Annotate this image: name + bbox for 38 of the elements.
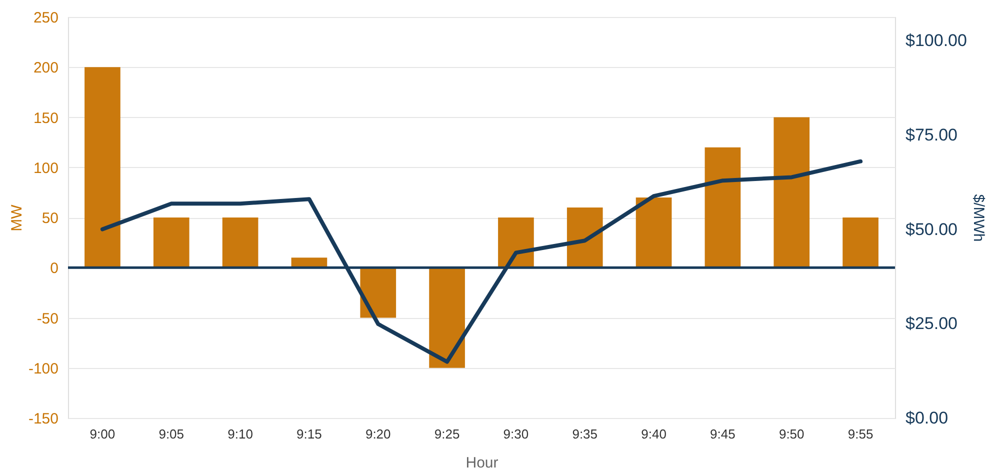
y2-tick-label: $100.00 [906, 31, 967, 50]
bar [636, 197, 672, 268]
x-tick-label: 9:50 [778, 426, 804, 442]
x-tick-label: 9:45 [710, 426, 736, 442]
y-tick-label: 0 [50, 260, 58, 278]
y-tick-label: -100 [28, 360, 58, 378]
x-tick-label: 9:20 [365, 426, 391, 442]
bar [153, 218, 190, 268]
bar [84, 67, 120, 268]
x-tick-label: 9:15 [296, 426, 322, 442]
y-tick-label: 200 [33, 60, 58, 77]
y-tick-label: 250 [33, 10, 58, 26]
bar [704, 147, 741, 268]
x-tick-label: 9:55 [848, 426, 874, 442]
x-tick-label: 9:30 [503, 426, 529, 442]
y-tick-label: 50 [42, 210, 58, 227]
y-tick-label: 100 [33, 160, 58, 177]
y-tick-label: -150 [28, 410, 58, 428]
bar [222, 218, 258, 268]
y-axis-title: MW [8, 204, 26, 232]
bar [774, 117, 810, 268]
y-tick-label: 150 [33, 110, 58, 127]
y2-tick-label: $50.00 [906, 220, 958, 239]
bar [360, 268, 396, 318]
x-tick-label: 9:00 [90, 426, 116, 442]
x-axis-title: Hour [466, 454, 498, 472]
y2-tick-label: $25.00 [906, 314, 958, 334]
x-tick-label: 9:35 [572, 426, 598, 442]
y2-tick-label: $75.00 [906, 125, 958, 144]
bar [429, 268, 465, 368]
y2-tick-label: $0.00 [906, 408, 948, 428]
y2-axis-title: $/MWh [970, 194, 987, 242]
bar [842, 218, 878, 268]
y-tick-label: -50 [36, 310, 58, 328]
x-tick-label: 9:40 [641, 426, 666, 442]
x-tick-label: 9:25 [434, 426, 460, 442]
x-tick-label: 9:10 [228, 426, 253, 442]
x-tick-label: 9:05 [158, 426, 184, 442]
